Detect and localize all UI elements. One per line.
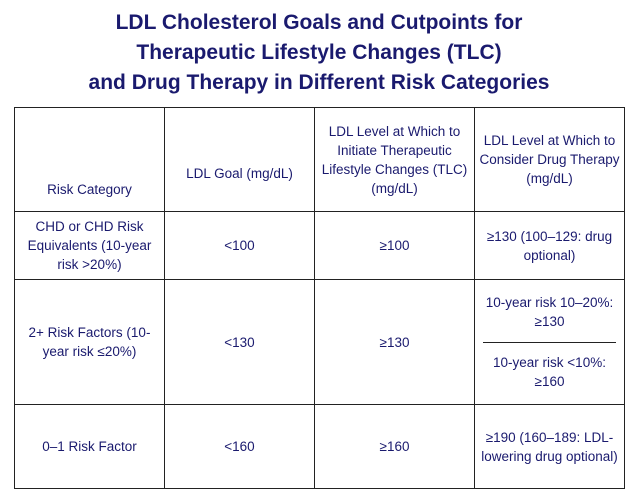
- cell-category: 2+ Risk Factors (10-year risk ≤20%): [14, 279, 165, 405]
- table-row: 0–1 Risk Factor <160 ≥160 ≥190 (160–189:…: [14, 404, 625, 489]
- cell-drug: ≥130 (100–129: drug optional): [474, 211, 625, 280]
- page-title: LDL Cholesterol Goals and Cutpoints for …: [0, 8, 638, 98]
- cell-tlc: ≥160: [314, 404, 475, 489]
- ldl-goals-table: Risk Category LDL Goal (mg/dL) LDL Level…: [14, 107, 625, 489]
- cell-goal: <100: [164, 211, 315, 280]
- cell-category: CHD or CHD Risk Equivalents (10-year ris…: [14, 211, 165, 280]
- cell-drug: ≥190 (160–189: LDL-lowering drug optiona…: [474, 404, 625, 489]
- table-row: 2+ Risk Factors (10-year risk ≤20%) <130…: [14, 279, 625, 405]
- cell-category: 0–1 Risk Factor: [14, 404, 165, 489]
- title-line-2: Therapeutic Lifestyle Changes (TLC): [136, 41, 502, 64]
- cell-tlc: ≥130: [314, 279, 475, 405]
- header-ldl-goal: LDL Goal (mg/dL): [164, 107, 315, 212]
- cell-drug-bottom: 10-year risk <10%: ≥160: [493, 355, 606, 390]
- table-row: CHD or CHD Risk Equivalents (10-year ris…: [14, 211, 625, 280]
- cell-goal: <160: [164, 404, 315, 489]
- cell-drug-top: 10-year risk 10–20%: ≥130: [485, 294, 614, 329]
- header-tlc-level: LDL Level at Which to Initiate Therapeut…: [314, 107, 475, 212]
- header-drug-level: LDL Level at Which to Consider Drug Ther…: [474, 107, 625, 212]
- ldl-goals-table-wrapper: Risk Category LDL Goal (mg/dL) LDL Level…: [14, 107, 625, 489]
- table-header-row: Risk Category LDL Goal (mg/dL) LDL Level…: [14, 107, 625, 212]
- cell-drug-split: 10-year risk 10–20%: ≥130 10-year risk <…: [474, 279, 625, 405]
- title-line-1: LDL Cholesterol Goals and Cutpoints for: [115, 11, 523, 34]
- cell-goal: <130: [164, 279, 315, 405]
- cell-divider: [483, 341, 616, 343]
- cell-tlc: ≥100: [314, 211, 475, 280]
- title-line-3: and Drug Therapy in Different Risk Categ…: [88, 71, 550, 94]
- header-risk-category: Risk Category: [14, 107, 165, 212]
